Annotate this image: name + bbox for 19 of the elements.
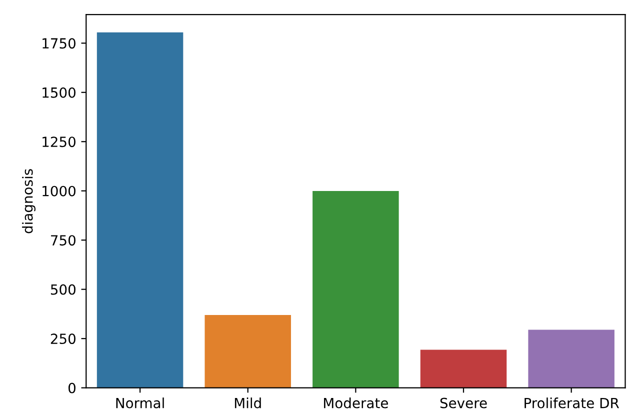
x-tick-label: Severe (440, 398, 487, 408)
y-tick-label: 1000 (42, 186, 76, 196)
x-tick-label: Proliferate DR (524, 398, 620, 408)
bar (420, 350, 507, 388)
bar (528, 330, 614, 388)
y-tick-label: 250 (50, 334, 76, 344)
y-tick-label: 750 (51, 235, 76, 246)
y-tick-label: 0 (68, 382, 76, 394)
y-axis-title: diagnosis (22, 169, 36, 234)
y-tick-label: 1500 (42, 87, 76, 98)
x-tick-label: Mild (234, 398, 261, 408)
bar (312, 191, 399, 388)
x-tick-label: Normal (116, 398, 164, 408)
bar (204, 314, 291, 388)
y-tick-label: 500 (50, 284, 76, 295)
bar (96, 32, 184, 388)
y-tick-label: 1750 (42, 38, 76, 49)
x-tick-label: Moderate (324, 398, 388, 408)
y-tick-label: 1250 (42, 136, 76, 148)
